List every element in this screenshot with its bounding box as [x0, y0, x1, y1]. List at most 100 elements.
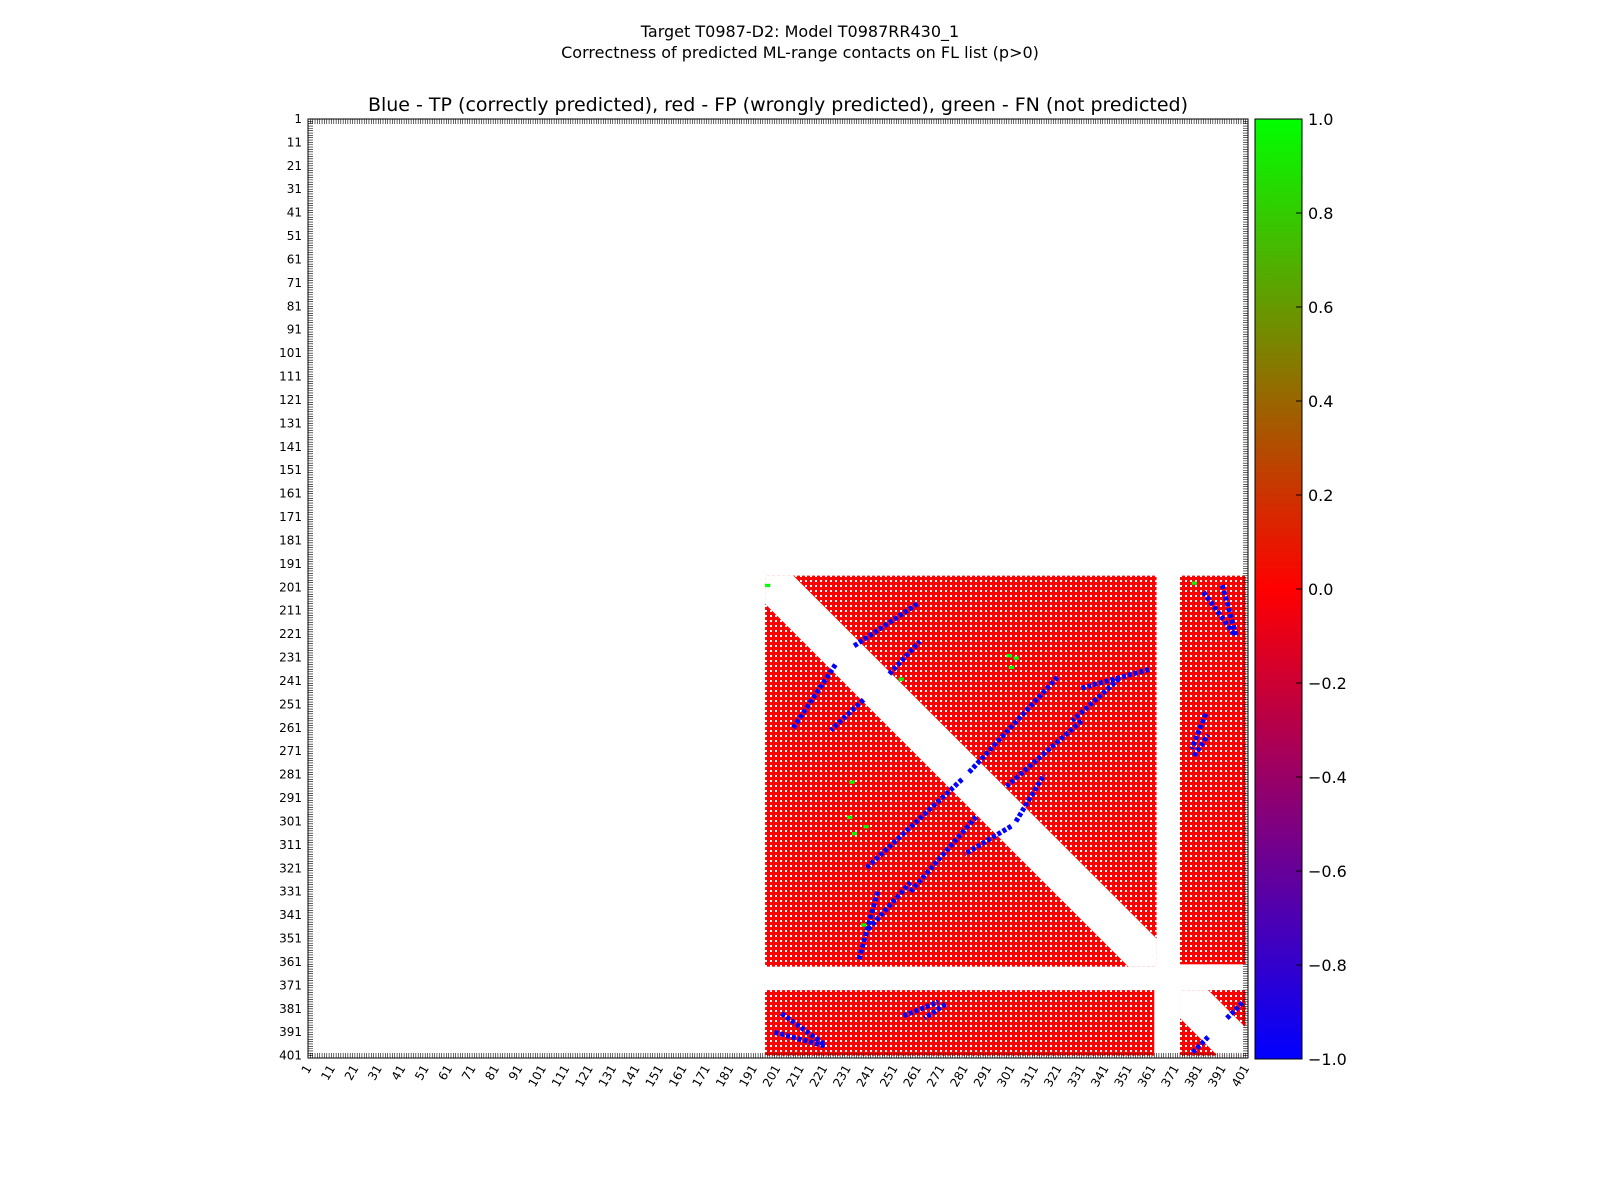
tp-contact-streak-2-0 — [967, 674, 1060, 775]
tp-contact-streak-10-1 — [1219, 584, 1239, 638]
x-tick-label-321: 321 — [1041, 1063, 1065, 1090]
fp-block-cross-upper-2 — [1180, 575, 1246, 965]
x-tick-label-381: 381 — [1182, 1063, 1206, 1090]
fn-contact-9 — [1191, 581, 1197, 585]
y-tick-label-31: 31 — [287, 182, 302, 196]
x-tick-label-361: 361 — [1135, 1063, 1159, 1090]
heatmap-plot-area — [307, 118, 1249, 1059]
y-tick-label-211: 211 — [279, 604, 302, 618]
tp-contact-streak-1-0 — [829, 697, 866, 733]
colorbar-tick-label-1: 0.8 — [1308, 204, 1333, 223]
y-tick-label-281: 281 — [279, 768, 302, 782]
fn-contact-5 — [863, 825, 869, 829]
tp-contact-streak-2-1 — [864, 777, 964, 871]
y-tick-label-361: 361 — [279, 955, 302, 969]
colorbar-tick-label-8: −0.6 — [1308, 862, 1347, 881]
fn-contact-0 — [1006, 654, 1012, 658]
tp-contact-streak-0-0 — [852, 601, 919, 648]
tp-contact-streak-1-1 — [887, 639, 922, 676]
y-tick-label-341: 341 — [279, 908, 302, 922]
colorbar-tick-label-7: −0.4 — [1308, 768, 1347, 787]
fn-contact-10 — [898, 677, 904, 681]
x-tick-label-251: 251 — [877, 1063, 901, 1090]
x-tick-label-61: 61 — [435, 1063, 455, 1083]
y-tick-label-271: 271 — [279, 744, 302, 758]
tp-contact-streak-11-0 — [902, 999, 940, 1019]
x-tick-label-121: 121 — [572, 1063, 596, 1090]
x-tick-label-211: 211 — [783, 1063, 807, 1090]
y-tick-label-61: 61 — [287, 252, 302, 266]
y-tick-label-371: 371 — [279, 978, 302, 992]
fn-contact-6 — [849, 780, 855, 784]
y-tick-label-91: 91 — [287, 323, 302, 337]
x-tick-label-41: 41 — [389, 1063, 409, 1083]
fn-contact-7 — [861, 923, 867, 927]
colorbar-tick-label-10: −1.0 — [1308, 1050, 1347, 1069]
y-tick-label-1: 1 — [294, 112, 302, 126]
x-tick-label-91: 91 — [506, 1063, 526, 1083]
x-tick-label-21: 21 — [342, 1063, 362, 1083]
y-tick-label-331: 331 — [279, 885, 302, 899]
diagonal-gap-1 — [1180, 990, 1246, 1056]
tp-contact-streak-10-0 — [773, 1029, 827, 1049]
x-tick-label-11: 11 — [318, 1063, 338, 1083]
tp-contact-streak-0-1 — [791, 663, 838, 730]
x-tick-label-331: 331 — [1065, 1063, 1089, 1090]
colorbar-tick-label-6: −0.2 — [1308, 674, 1347, 693]
tp-contact-streak-9-1 — [1189, 1035, 1210, 1056]
y-tick-label-71: 71 — [287, 276, 302, 290]
tp-contact-streak-8-0 — [1192, 733, 1211, 758]
x-tick-label-231: 231 — [830, 1063, 854, 1090]
tp-contact-streak-3-1 — [1013, 773, 1047, 823]
colorbar-tick-label-4: 0.2 — [1308, 486, 1333, 505]
x-tick-label-371: 371 — [1158, 1063, 1182, 1090]
fp-block-cross-lower-2 — [765, 990, 1155, 1056]
fn-contact-8 — [765, 583, 771, 588]
y-tick-label-401: 401 — [279, 1049, 302, 1063]
y-tick-label-191: 191 — [279, 557, 302, 571]
x-tick-label-281: 281 — [947, 1063, 971, 1090]
x-tick-label-271: 271 — [924, 1063, 948, 1090]
minor-ticks — [307, 118, 1249, 1059]
colorbar: 1.0 0.8 0.6 0.4 0.2 0.0 −0.2 −0.4 −0.6 −0.8 −1.0 — [1254, 110, 1347, 1069]
x-tick-label-1: 1 — [299, 1063, 315, 1077]
fn-contact-2 — [1008, 665, 1015, 670]
y-tick-label-11: 11 — [287, 135, 302, 149]
x-tick-label-241: 241 — [854, 1063, 878, 1090]
tp-contact-streak-6-0 — [1070, 676, 1121, 723]
x-tick-label-191: 191 — [736, 1063, 760, 1090]
tp-contact-streak-11-1 — [1189, 712, 1209, 750]
y-tick-label-21: 21 — [287, 159, 302, 173]
colorbar-gradient — [1254, 118, 1303, 1060]
y-tick-label-41: 41 — [287, 206, 302, 220]
tp-contact-streak-6-1 — [866, 880, 913, 931]
colorbar-tick-label-2: 0.6 — [1308, 298, 1333, 317]
tp-contact-streak-5-0 — [908, 815, 978, 894]
fn-contact-4 — [851, 832, 857, 836]
y-tick-label-351: 351 — [279, 932, 302, 946]
diagonal-gap-0 — [765, 575, 1157, 967]
y-tick-label-311: 311 — [279, 838, 302, 852]
y-tick-label-241: 241 — [279, 674, 302, 688]
y-tick-label-121: 121 — [279, 393, 302, 407]
x-tick-label-291: 291 — [971, 1063, 995, 1090]
x-tick-label-111: 111 — [549, 1063, 573, 1090]
y-tick-label-111: 111 — [279, 370, 302, 384]
y-tick-label-261: 261 — [279, 721, 302, 735]
tp-contact-streak-5-1 — [1004, 718, 1084, 789]
y-tick-label-291: 291 — [279, 791, 302, 805]
x-axis: 1 11 21 31 41 51 61 71 81 91 101 111 121 131 141 151 161… — [299, 1063, 1253, 1090]
colorbar-tick-label-0: 1.0 — [1308, 110, 1333, 129]
x-tick-label-31: 31 — [365, 1063, 385, 1083]
y-tick-label-131: 131 — [279, 416, 302, 430]
y-tick-label-321: 321 — [279, 861, 302, 875]
y-tick-label-251: 251 — [279, 697, 302, 711]
x-tick-label-351: 351 — [1111, 1063, 1135, 1090]
colorbar-tick-label-3: 0.4 — [1308, 392, 1333, 411]
x-tick-label-151: 151 — [643, 1063, 667, 1090]
y-tick-label-391: 391 — [279, 1025, 302, 1039]
y-tick-label-221: 221 — [279, 627, 302, 641]
colorbar-tick-label-5: 0.0 — [1308, 580, 1333, 599]
x-tick-label-101: 101 — [525, 1063, 549, 1090]
